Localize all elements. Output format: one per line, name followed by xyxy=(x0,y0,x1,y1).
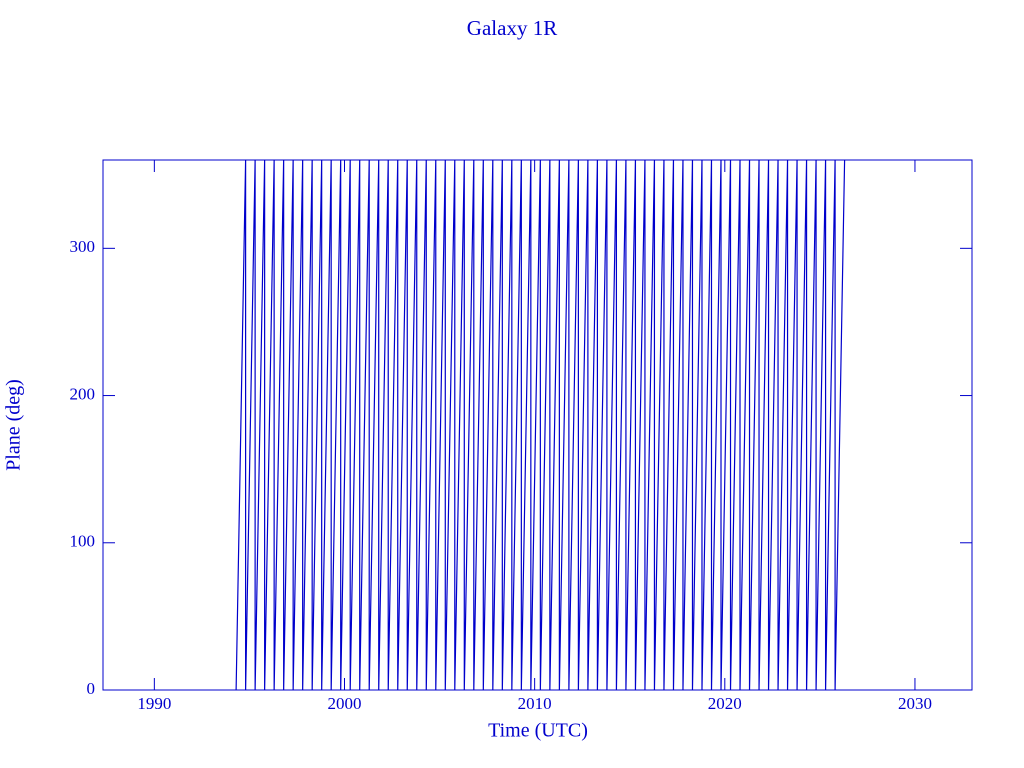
x-tick-label: 2000 xyxy=(327,694,361,713)
y-tick-label: 200 xyxy=(70,384,96,403)
x-tick-label: 2030 xyxy=(898,694,932,713)
x-tick-label: 2020 xyxy=(708,694,742,713)
x-axis-label: Time (UTC) xyxy=(488,720,588,742)
y-tick-label: 100 xyxy=(70,532,96,551)
plot-frame xyxy=(102,159,973,691)
x-tick-label: 2010 xyxy=(518,694,552,713)
y-tick-label: 300 xyxy=(70,237,96,256)
chart-title: Galaxy 1R xyxy=(467,16,557,40)
data-line xyxy=(235,159,846,691)
x-tick-label: 1990 xyxy=(137,694,171,713)
y-tick-label: 0 xyxy=(87,679,96,698)
y-axis-label: Plane (deg) xyxy=(3,379,25,471)
